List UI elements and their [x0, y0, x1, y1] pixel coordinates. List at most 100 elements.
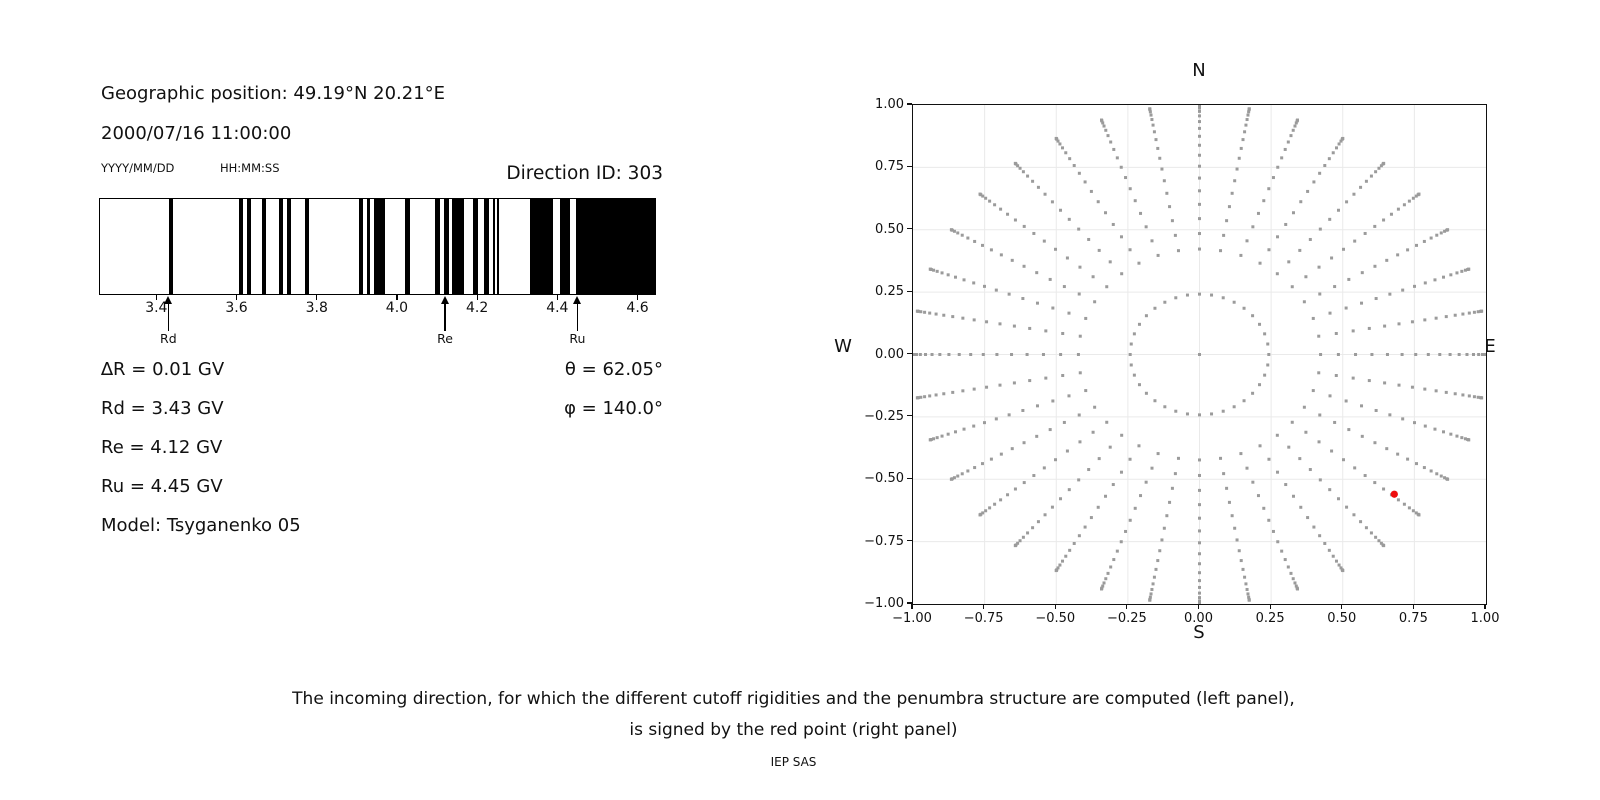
direction-dot — [1105, 420, 1109, 424]
direction-dot — [1275, 433, 1279, 437]
direction-dot — [1242, 399, 1246, 403]
direction-dot — [923, 395, 927, 399]
direction-dot — [1318, 413, 1322, 417]
direction-dot — [1150, 587, 1154, 591]
direction-dot — [1160, 538, 1164, 542]
direction-dot — [1294, 584, 1298, 588]
direction-dot — [1463, 437, 1467, 441]
direction-dot — [1151, 123, 1155, 127]
direction-dot — [1334, 146, 1338, 150]
direction-dot — [1441, 275, 1445, 279]
direction-dot — [1096, 200, 1100, 204]
compass-south-label: S — [1193, 622, 1205, 643]
direction-dot — [1293, 124, 1297, 128]
forbidden-band — [575, 199, 655, 294]
direction-dot — [984, 196, 988, 200]
direction-dot — [988, 199, 992, 203]
direction-dot — [1084, 316, 1088, 320]
direction-dot — [1266, 342, 1270, 346]
direction-dot — [1351, 329, 1355, 333]
direction-dot — [1347, 428, 1351, 432]
direction-dot — [1104, 494, 1108, 498]
direction-dot — [1275, 272, 1279, 276]
direction-dot — [1111, 222, 1115, 226]
cutoff-arrowhead-ru — [573, 296, 582, 304]
direction-dot — [1328, 394, 1332, 398]
phi-value: φ = 140.0° — [564, 398, 663, 419]
direction-dot — [1330, 449, 1334, 453]
direction-dot — [923, 310, 927, 314]
direction-dot — [1198, 292, 1201, 296]
direction-dot — [1276, 235, 1280, 239]
direction-dot — [1245, 587, 1249, 591]
direction-dot — [1111, 483, 1115, 487]
penumbra-axis-tick — [235, 295, 238, 300]
direction-dot — [1198, 153, 1201, 157]
direction-dot — [1289, 571, 1293, 575]
direction-dot — [1158, 156, 1162, 160]
direction-dot — [999, 498, 1003, 502]
direction-dot — [994, 417, 998, 421]
direction-dot — [1256, 494, 1260, 498]
direction-dot — [1461, 393, 1465, 397]
direction-dot — [1133, 199, 1137, 203]
direction-dot — [1283, 558, 1287, 562]
direction-dot — [973, 466, 977, 470]
direction-dot — [984, 509, 988, 513]
direction-dot — [1271, 176, 1275, 180]
direction-dot — [1036, 185, 1040, 189]
direction-dot — [1093, 405, 1097, 409]
direction-dot — [1263, 332, 1267, 336]
direction-dot — [1173, 233, 1177, 237]
direction-dot — [1318, 292, 1322, 296]
direction-dot — [1058, 142, 1062, 146]
direction-dot — [1198, 202, 1201, 206]
forbidden-band — [168, 199, 174, 294]
direction-dot — [1054, 569, 1058, 573]
direction-dot — [1006, 493, 1010, 497]
penumbra-axis-tick-label: 3.8 — [305, 300, 328, 316]
direction-dot — [1353, 239, 1357, 243]
dir-x-tick-label: −0.25 — [1106, 611, 1147, 626]
forbidden-band — [286, 199, 291, 294]
direction-dot — [1457, 353, 1461, 356]
cutoff-arrow-label-re: Re — [437, 331, 453, 346]
direction-dot — [1198, 109, 1201, 113]
direction-dot — [1438, 353, 1442, 356]
direction-dot — [1154, 567, 1158, 571]
direction-dot — [1360, 271, 1364, 275]
direction-dot — [1239, 452, 1243, 456]
direction-dot — [1120, 433, 1124, 437]
forbidden-band — [484, 199, 489, 294]
direction-dot — [1129, 363, 1133, 367]
direction-dot — [1276, 470, 1280, 474]
direction-dot — [1119, 235, 1123, 239]
direction-dot — [1423, 424, 1427, 428]
direction-dot — [1102, 124, 1106, 128]
direction-dot — [1423, 387, 1427, 391]
direction-dot — [1010, 258, 1014, 262]
direction-dot — [1032, 474, 1036, 478]
direction-dot — [1022, 441, 1026, 445]
direction-dot — [1233, 179, 1237, 183]
direction-dot — [1035, 271, 1039, 275]
direction-dot — [1198, 106, 1201, 110]
direction-dot — [1219, 249, 1223, 253]
direction-dot — [1198, 413, 1201, 417]
direction-dot — [1026, 174, 1030, 178]
direction-dot — [1400, 353, 1404, 356]
direction-dot — [1423, 281, 1427, 285]
direction-dot — [1064, 554, 1068, 558]
direction-dot — [1119, 540, 1123, 544]
direction-dot — [934, 393, 938, 397]
direction-dot — [1484, 353, 1486, 356]
direction-dot — [1128, 518, 1132, 522]
direction-dot — [1341, 458, 1345, 462]
direction-dot — [1311, 316, 1315, 320]
direction-dot — [1286, 140, 1290, 144]
direction-dot — [1373, 264, 1377, 268]
geographic-position-label: Geographic position: 49.19°N 20.21°E — [101, 83, 446, 104]
direction-dot — [1021, 535, 1025, 539]
direction-dot — [1247, 595, 1251, 599]
direction-dot — [1091, 275, 1095, 279]
